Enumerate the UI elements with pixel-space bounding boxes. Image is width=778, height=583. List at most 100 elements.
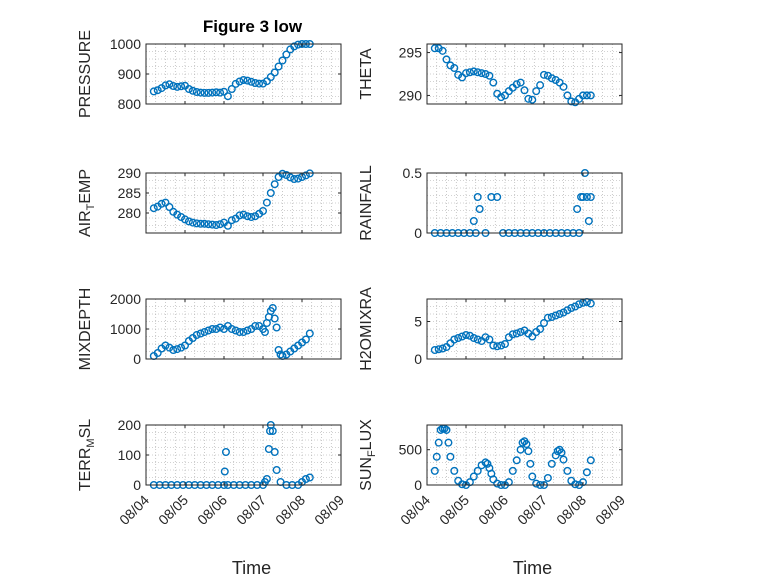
data-point — [438, 46, 447, 55]
axes-box — [145, 172, 342, 234]
y-tick-label: 200 — [118, 417, 142, 433]
data-point — [251, 212, 260, 221]
x-axis-label: Time — [513, 558, 552, 578]
y-tick-label: 1000 — [110, 36, 141, 52]
data-point — [555, 310, 564, 319]
data-point — [188, 86, 197, 95]
data-point — [575, 300, 584, 309]
axes-box — [426, 43, 623, 105]
data-point — [559, 455, 568, 464]
data-point — [493, 342, 502, 351]
data-point — [180, 215, 189, 224]
data-point — [239, 210, 248, 219]
data-point — [454, 334, 463, 343]
data-point — [469, 67, 478, 76]
data-point — [177, 343, 186, 352]
data-point — [481, 458, 490, 467]
data-point — [536, 81, 545, 90]
data-point — [192, 219, 201, 228]
data-point — [276, 350, 285, 359]
data-point — [212, 325, 221, 334]
data-point — [227, 216, 236, 225]
data-point — [294, 174, 303, 183]
grid — [427, 44, 622, 104]
data-point — [559, 308, 568, 317]
data-point — [516, 445, 525, 454]
data-point — [274, 62, 283, 71]
data-point — [518, 438, 527, 447]
y-tick-label: 0 — [133, 477, 141, 493]
y-tick-label: 800 — [118, 96, 142, 112]
data-point — [301, 475, 310, 484]
series-points — [430, 298, 595, 355]
y-tick-label: 5 — [414, 314, 422, 330]
data-point — [526, 459, 535, 468]
data-point — [536, 325, 545, 334]
subplot-pressure: 800 900 1000 PRESSURE Figure 3 low — [77, 17, 342, 118]
data-point — [563, 91, 572, 100]
data-point — [180, 341, 189, 350]
data-point — [212, 220, 221, 229]
data-point — [149, 87, 158, 96]
data-point — [278, 56, 287, 65]
data-point — [512, 80, 521, 89]
data-point — [161, 81, 170, 90]
data-point — [528, 332, 537, 341]
x-tick-label: 08/06 — [194, 492, 230, 528]
data-point — [520, 86, 529, 95]
data-point — [493, 479, 502, 488]
data-point — [532, 87, 541, 96]
data-point — [450, 466, 459, 475]
data-point — [235, 211, 244, 220]
data-point — [255, 79, 264, 88]
data-point — [247, 77, 256, 86]
data-point — [157, 199, 166, 208]
axes-box — [426, 172, 623, 234]
data-point — [235, 328, 244, 337]
series-points — [149, 169, 314, 230]
y-tick-label: 0 — [133, 351, 141, 367]
data-point — [475, 204, 484, 213]
data-point — [270, 448, 279, 457]
data-point — [260, 328, 269, 337]
y-tick-label: 290 — [399, 87, 423, 103]
x-tick-label: 08/08 — [272, 492, 308, 528]
data-point — [259, 79, 268, 88]
data-point — [432, 452, 441, 461]
data-point — [430, 466, 439, 475]
data-point — [473, 466, 482, 475]
series-points — [430, 424, 595, 490]
data-point — [446, 452, 455, 461]
data-point — [227, 325, 236, 334]
data-point — [274, 346, 283, 355]
data-point — [294, 40, 303, 49]
data-point — [442, 55, 451, 64]
data-point — [489, 475, 498, 484]
data-point — [173, 345, 182, 354]
data-point — [487, 192, 496, 201]
data-point — [436, 425, 445, 434]
y-tick-label: 1000 — [110, 321, 141, 337]
data-point — [493, 192, 502, 201]
data-point — [216, 323, 225, 332]
data-point — [559, 82, 568, 91]
data-point — [586, 299, 595, 308]
data-point — [571, 480, 580, 489]
x-tick-label: 08/04 — [397, 492, 433, 528]
y-axis-label: AIRTEMP — [77, 169, 97, 237]
data-point — [204, 220, 213, 229]
data-point — [270, 68, 279, 77]
data-point — [208, 325, 217, 334]
data-point — [430, 346, 439, 355]
grid — [427, 425, 622, 485]
data-point — [153, 349, 162, 358]
data-point — [438, 344, 447, 353]
data-point — [268, 304, 277, 313]
data-point — [540, 70, 549, 79]
data-point — [473, 335, 482, 344]
data-point — [458, 480, 467, 489]
data-point — [551, 311, 560, 320]
data-point — [220, 467, 229, 476]
data-point — [282, 170, 291, 179]
data-point — [458, 332, 467, 341]
